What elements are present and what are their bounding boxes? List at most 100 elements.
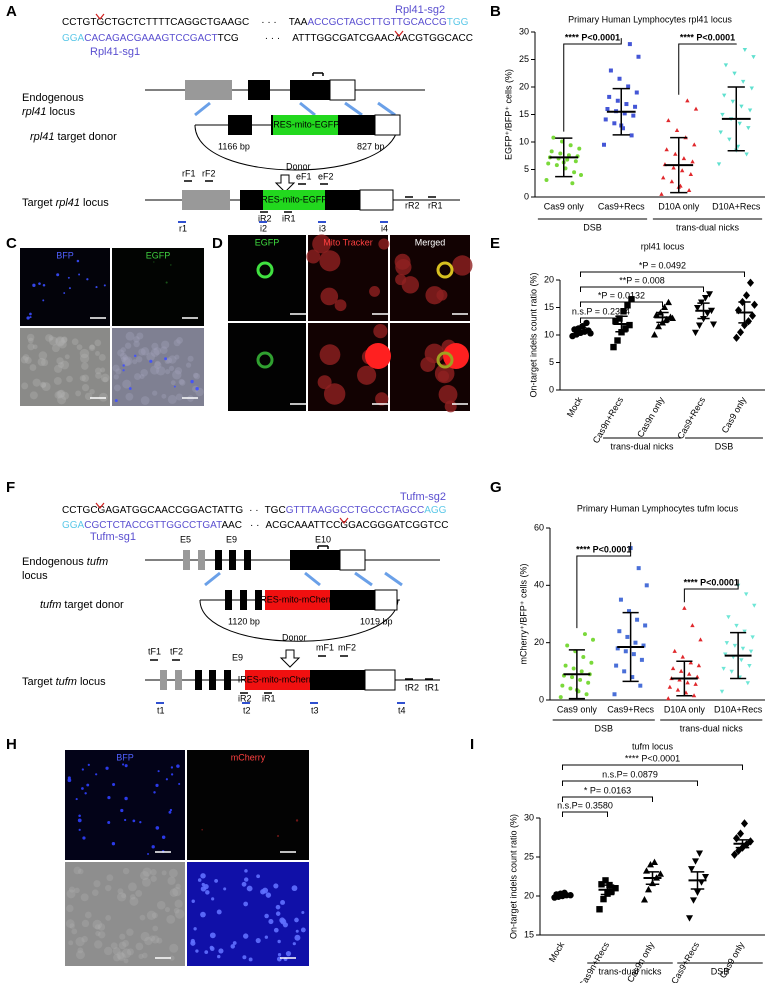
cell xyxy=(122,867,130,875)
cell xyxy=(112,364,120,372)
cell xyxy=(122,379,132,389)
cell xyxy=(265,892,272,898)
cell xyxy=(165,357,173,364)
data-point xyxy=(573,159,578,164)
label-part: tufm xyxy=(56,676,77,688)
data-point xyxy=(661,175,666,180)
cell xyxy=(58,339,67,349)
cell xyxy=(275,904,281,910)
cell xyxy=(169,943,179,953)
data-point xyxy=(612,692,617,697)
cell xyxy=(67,778,72,783)
data-point xyxy=(600,895,607,903)
data-point xyxy=(622,669,627,674)
cell xyxy=(185,362,192,368)
cell xyxy=(201,828,203,831)
primer-arrow xyxy=(150,655,433,694)
data-point xyxy=(633,104,638,109)
cell xyxy=(120,347,126,353)
cell xyxy=(53,364,63,373)
y-tick-label: 10 xyxy=(544,329,554,339)
exon xyxy=(229,550,236,570)
exon xyxy=(290,80,330,100)
y-tick-label: 20 xyxy=(534,637,544,647)
data-point xyxy=(650,331,659,338)
error-bar xyxy=(730,631,747,680)
cell xyxy=(122,355,129,361)
data-point xyxy=(626,321,633,329)
cell xyxy=(168,355,177,364)
cell xyxy=(122,763,125,766)
cell xyxy=(95,372,102,379)
label-part: tufm xyxy=(87,556,108,568)
label-part: locus xyxy=(83,197,109,209)
comparison-label: **** P<0.0001 xyxy=(576,544,631,554)
data-point xyxy=(640,896,649,903)
data-point xyxy=(740,646,746,651)
data-point xyxy=(744,317,753,326)
data-point xyxy=(695,322,704,329)
cell xyxy=(169,808,173,812)
cell xyxy=(174,367,183,375)
cell xyxy=(110,942,118,950)
data-point xyxy=(732,643,738,648)
cell xyxy=(107,795,111,800)
homology-arm xyxy=(240,590,247,610)
comparison-bracket xyxy=(580,317,622,323)
cell xyxy=(91,889,99,896)
error-bar xyxy=(690,871,705,890)
data-point xyxy=(563,663,568,668)
exon xyxy=(310,670,365,690)
data-point xyxy=(685,680,690,685)
cell xyxy=(312,234,332,254)
cell xyxy=(255,937,261,944)
error-bar xyxy=(600,884,615,896)
exon xyxy=(290,550,340,570)
cell xyxy=(173,339,181,347)
label-part: Endogenous xyxy=(22,556,84,568)
cell xyxy=(170,264,172,266)
chart-title: Primary Human Lymphocytes tufm locus xyxy=(577,503,739,513)
cell xyxy=(86,783,90,787)
data-point xyxy=(641,643,646,648)
data-point xyxy=(627,42,632,47)
homology-link xyxy=(204,571,403,587)
data-point xyxy=(615,98,620,103)
cell xyxy=(256,351,274,369)
y-tick-label: 5 xyxy=(549,357,554,367)
channel-label: Merged xyxy=(415,237,446,247)
data-point xyxy=(688,172,694,177)
primer: eF1 xyxy=(296,171,312,181)
group-label: DSB xyxy=(715,441,734,451)
cell xyxy=(98,353,106,361)
cell xyxy=(78,273,81,276)
data-point xyxy=(701,295,710,302)
cell xyxy=(95,350,100,356)
cell xyxy=(153,347,162,356)
cell xyxy=(48,336,58,346)
seq-part: ACGCAAATTCCGGACGGGATCGGTCC xyxy=(265,520,448,531)
cell xyxy=(125,331,135,341)
exon xyxy=(175,670,182,690)
cell xyxy=(93,880,101,888)
error-bar xyxy=(697,302,710,320)
utr xyxy=(364,669,396,691)
cell xyxy=(112,783,116,787)
label-part: rpl41 xyxy=(22,106,46,118)
data-point xyxy=(620,308,627,315)
cell xyxy=(73,866,82,875)
cell xyxy=(71,338,79,346)
data-point xyxy=(742,629,747,634)
cell xyxy=(138,953,144,960)
panel-label: C xyxy=(6,235,17,252)
data-point xyxy=(633,640,638,645)
data-point xyxy=(635,617,640,622)
cell xyxy=(119,352,127,360)
data-point xyxy=(721,93,727,98)
cell xyxy=(45,334,53,342)
cell xyxy=(205,890,210,895)
cell xyxy=(86,278,89,281)
cell xyxy=(150,365,160,375)
data-point xyxy=(566,153,571,158)
data-point xyxy=(732,71,737,76)
